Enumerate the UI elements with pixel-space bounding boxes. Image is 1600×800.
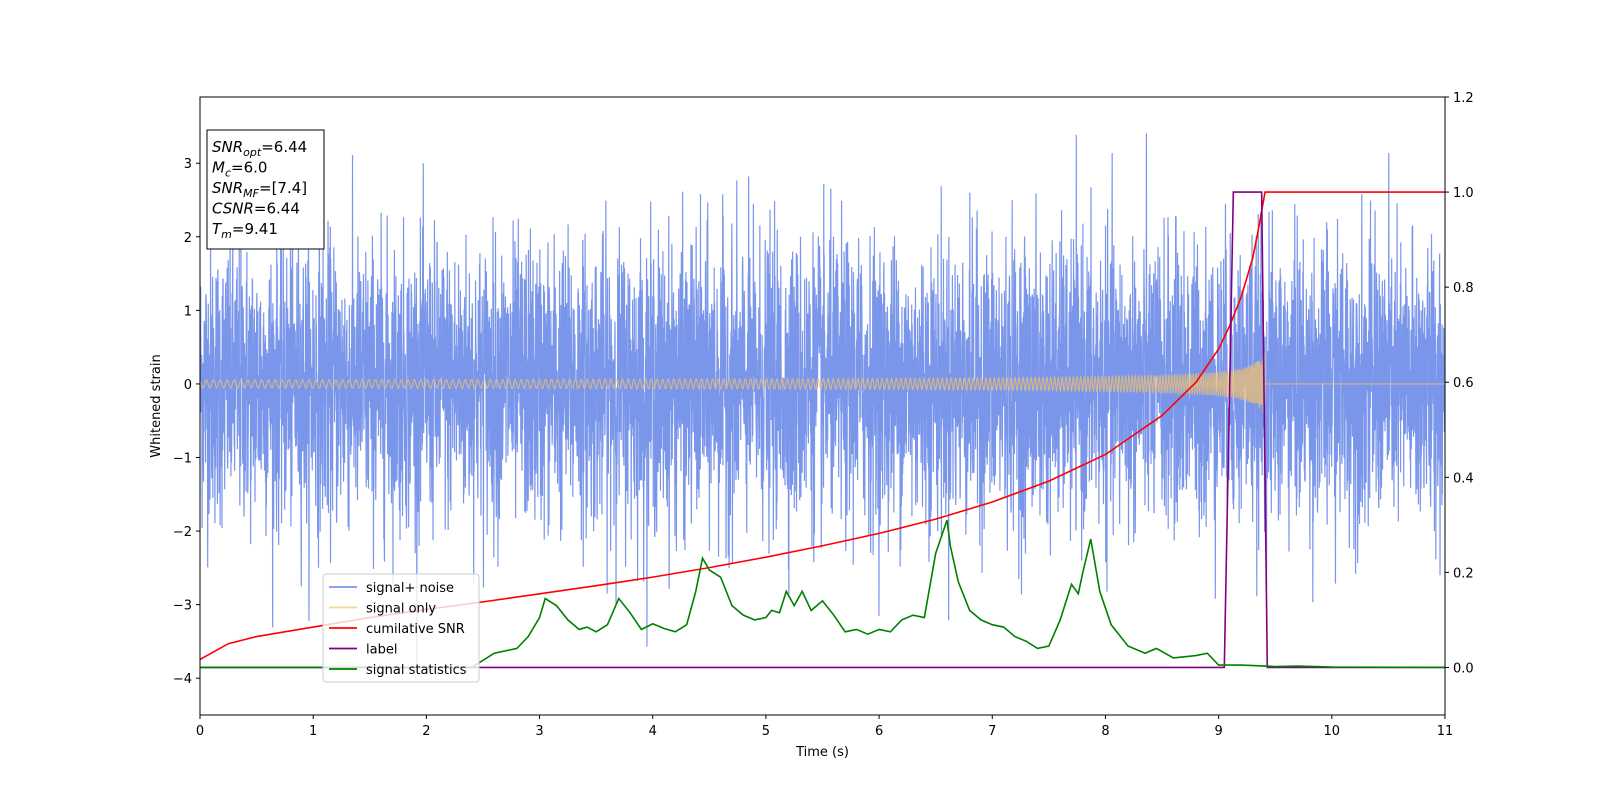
y-right-tick-label: 1.0 [1453, 186, 1474, 201]
plot-frame [199, 96, 1446, 716]
x-tick-label: 7 [988, 724, 996, 739]
y-right-tick-label: 0.8 [1453, 281, 1474, 296]
info-box-line: Tm=9.41 [212, 220, 278, 241]
x-axis: 0 1 2 3 4 5 6 7 8 9 10 11 [196, 715, 1453, 739]
y-right-tick-label: 0.4 [1453, 471, 1474, 486]
legend-entry: label [366, 643, 397, 658]
series-signal-statistics [200, 519, 1445, 669]
series-label [200, 191, 1445, 669]
y-axis-label: Whitened strain [149, 354, 164, 457]
y-left-tick-label: −2 [173, 525, 192, 540]
x-tick-label: 9 [1214, 724, 1222, 739]
info-box-line: SNRopt=6.44 [212, 138, 307, 159]
x-tick-label: 1 [309, 724, 317, 739]
x-tick-label: 3 [535, 724, 543, 739]
x-tick-label: 4 [649, 724, 657, 739]
x-tick-label: 6 [875, 724, 883, 739]
x-axis-label: Time (s) [795, 745, 849, 760]
y-right-tick-label: 0.6 [1453, 376, 1474, 391]
x-tick-label: 10 [1324, 724, 1341, 739]
y-right-tick-label: 1.2 [1453, 91, 1474, 106]
y-left-tick-label: 0 [184, 378, 192, 393]
y-left-tick-label: −3 [173, 599, 192, 614]
x-tick-label: 11 [1437, 724, 1454, 739]
x-tick-label: 2 [422, 724, 430, 739]
y-left-tick-label: −1 [173, 452, 192, 467]
series-signal-only [200, 352, 1445, 414]
legend-entry: signal statistics [366, 663, 467, 678]
y-axis-right: 0.0 0.2 0.4 0.6 0.8 1.0 1.2 [1445, 91, 1474, 676]
y-left-tick-label: 1 [184, 304, 192, 319]
y-axis-left: −4 −3 −2 −1 0 1 2 3 [173, 157, 200, 687]
y-right-tick-label: 0.2 [1453, 566, 1474, 581]
y-right-tick-label: 0.0 [1453, 661, 1474, 676]
x-tick-label: 8 [1101, 724, 1109, 739]
y-left-tick-label: 3 [184, 157, 192, 172]
y-left-tick-label: −4 [173, 672, 192, 687]
legend-entry: signal+ noise [366, 581, 454, 596]
legend-entry: cumilative SNR [366, 622, 465, 637]
legend-entry: signal only [366, 602, 436, 617]
info-box-line: Mc=6.0 [212, 159, 267, 180]
x-tick-label: 5 [762, 724, 770, 739]
series-signal-noise [200, 133, 1445, 666]
y-left-tick-label: 2 [184, 231, 192, 246]
info-box-line: CSNR=6.44 [212, 200, 300, 218]
info-box-line: SNRMF=[7.4] [212, 179, 307, 200]
x-tick-label: 0 [196, 724, 204, 739]
legend: signal+ noise signal only cumilative SNR la… [322, 573, 480, 683]
